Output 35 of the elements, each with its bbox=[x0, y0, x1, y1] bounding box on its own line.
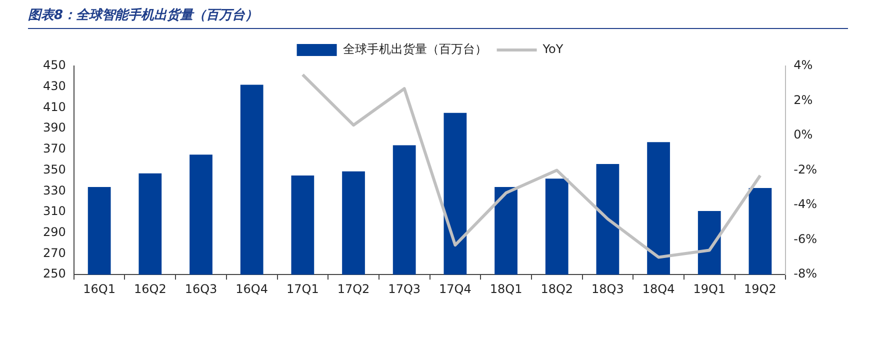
y2-tick-label: -8% bbox=[794, 266, 818, 281]
x-tick-label: 17Q4 bbox=[439, 282, 472, 296]
x-tick-label: 18Q3 bbox=[592, 282, 624, 296]
y2-tick-label: 0% bbox=[794, 128, 813, 142]
y2-tick-label: 4% bbox=[794, 58, 813, 72]
x-tick-label: 19Q1 bbox=[693, 282, 726, 296]
x-tick-label: 18Q4 bbox=[642, 282, 675, 296]
y2-tick-label: 2% bbox=[794, 92, 813, 107]
y-tick-label: 250 bbox=[43, 266, 66, 281]
legend-label: YoY bbox=[542, 42, 564, 56]
y-tick-label: 430 bbox=[43, 78, 66, 93]
x-tick-label: 18Q2 bbox=[540, 282, 574, 296]
x-tick-label: 19Q2 bbox=[744, 282, 776, 296]
y-tick-label: 330 bbox=[43, 183, 66, 198]
y2-tick-label: -6% bbox=[794, 232, 818, 246]
legend-label: 全球手机出货量（百万台） bbox=[342, 42, 487, 56]
y-tick-label: 310 bbox=[43, 204, 66, 218]
x-tick-label: 16Q1 bbox=[83, 282, 116, 296]
x-tick-label: 17Q3 bbox=[388, 282, 421, 296]
x-tick-label: 16Q3 bbox=[184, 282, 218, 296]
chart-title: 图表8：全球智能手机出货量（百万台） bbox=[28, 6, 848, 29]
y-tick-label: 390 bbox=[43, 120, 66, 135]
x-tick-label: 18Q1 bbox=[490, 282, 522, 296]
y2-tick-label: -2% bbox=[794, 162, 818, 176]
y-tick-label: 350 bbox=[43, 162, 66, 176]
y-tick-label: 270 bbox=[43, 246, 66, 260]
y2-tick-label: -4% bbox=[794, 197, 818, 212]
y-tick-label: 450 bbox=[43, 58, 66, 72]
x-tick-label: 17Q2 bbox=[337, 282, 370, 296]
y-tick-label: 410 bbox=[43, 100, 66, 114]
x-tick-label: 17Q1 bbox=[286, 282, 319, 296]
x-tick-label: 16Q2 bbox=[134, 282, 166, 296]
x-tick-label: 16Q4 bbox=[236, 282, 268, 296]
y-tick-label: 290 bbox=[43, 225, 66, 240]
y-tick-label: 370 bbox=[43, 142, 66, 156]
